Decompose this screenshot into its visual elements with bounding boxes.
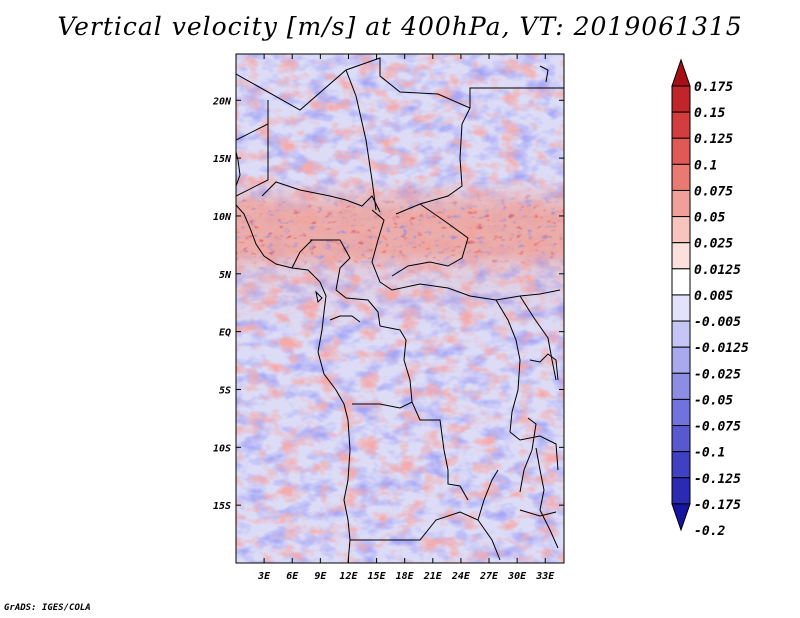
colorbar-segment — [671, 163, 691, 191]
colorbar-segment — [671, 320, 691, 348]
x-tick-label: 9E — [314, 571, 327, 582]
x-tick-label: 12E — [339, 571, 358, 582]
colorbar-label: -0.05 — [694, 393, 733, 408]
x-tick-label: 21E — [423, 571, 443, 582]
colorbar-label: -0.025 — [694, 367, 741, 382]
x-tick-label: 24E — [451, 571, 471, 582]
colorbar-label: -0.1 — [694, 446, 725, 461]
velocity-field — [236, 54, 564, 563]
colorbar-label: 0.125 — [694, 132, 733, 147]
map-frame — [235, 53, 565, 564]
colorbar-label: 0.005 — [694, 289, 733, 304]
x-tick-label: 15E — [368, 571, 387, 582]
colorbar-bottom-arrow — [671, 503, 691, 532]
colorbar-label: 0.025 — [694, 237, 733, 252]
colorbar-label: 0.1 — [694, 158, 717, 173]
y-tick-label: 15S — [213, 501, 231, 512]
colorbar-segment — [671, 268, 691, 296]
colorbar-label: 0.075 — [694, 184, 733, 199]
map-title: Vertical velocity [m/s] at 400hPa, VT: 2… — [57, 12, 743, 41]
colorbar-segment — [671, 85, 691, 113]
y-tick-label: 5S — [219, 385, 231, 396]
colorbar-label: 0.15 — [694, 106, 725, 121]
y-tick-label: 5N — [219, 270, 232, 281]
colorbar-label: -0.075 — [694, 420, 741, 435]
colorbar-segment — [671, 451, 691, 479]
colorbar-segment — [671, 398, 691, 427]
colorbar-label: 0.05 — [694, 211, 725, 226]
colorbar-segment — [671, 294, 691, 322]
colorbar-label: -0.125 — [694, 472, 741, 487]
colorbar-label: 0.0125 — [694, 263, 741, 278]
x-tick-label: 18E — [396, 571, 415, 582]
colorbar-top-arrow — [671, 58, 691, 87]
grads-credit: GrADS: IGES/COLA — [4, 603, 91, 613]
colorbar-segment — [671, 372, 691, 400]
boundaries — [236, 57, 564, 563]
colorbar-segment — [671, 189, 691, 218]
x-tick-label: 27E — [479, 571, 499, 582]
colorbar-label: -0.175 — [694, 498, 741, 513]
colorbar-segment — [671, 346, 691, 374]
x-axis: 3E 6E 9E 12E 15E 18E 21E 24E 27E 30E 33E — [257, 54, 555, 582]
x-tick-label: 33E — [535, 571, 555, 582]
colorbar-segment — [671, 425, 691, 453]
y-axis: 20N 15N 10N 5N EQ 5S 10S 15S — [212, 96, 564, 512]
x-tick-label: 3E — [257, 571, 271, 582]
colorbar-label: 0.175 — [694, 80, 733, 95]
colorbar-label: -0.005 — [694, 315, 741, 330]
colorbar-segment — [671, 137, 691, 165]
x-tick-label: 30E — [507, 571, 527, 582]
y-tick-label: 10S — [213, 443, 231, 454]
colorbar: 0.175 0.15 0.125 0.1 0.075 0.05 0.025 0.0125 0.0… — [671, 58, 749, 539]
colorbar-label: -0.2 — [694, 524, 725, 539]
x-tick-label: 6E — [286, 571, 299, 582]
y-tick-label: 10N — [213, 212, 232, 223]
colorbar-label: -0.0125 — [694, 341, 749, 356]
colorbar-segment — [671, 477, 691, 505]
colorbar-segment — [671, 216, 691, 244]
colorbar-segment — [671, 111, 691, 139]
y-tick-label: 15N — [213, 154, 232, 165]
y-tick-label: EQ — [219, 328, 231, 339]
colorbar-segment — [671, 242, 691, 270]
y-tick-label: 20N — [212, 96, 232, 107]
